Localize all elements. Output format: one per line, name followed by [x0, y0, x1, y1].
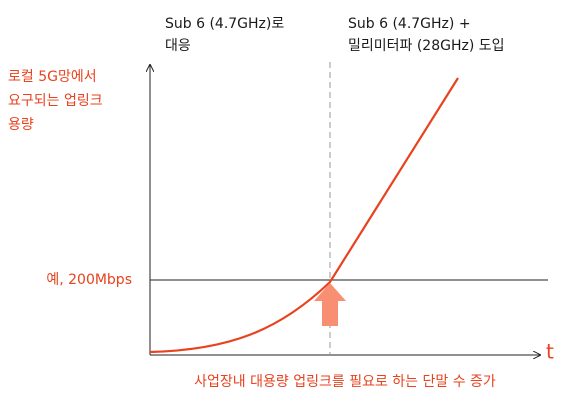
x-axis-symbol: t: [546, 340, 554, 364]
annotation-left: 대응: [165, 38, 191, 54]
y-axis-label: 요구되는 업링크: [8, 93, 103, 109]
annotation-right: Sub 6 (4.7GHz) +: [348, 16, 471, 32]
y-axis-label: 로컬 5G망에서: [8, 69, 97, 85]
y-axis-label: 용량: [8, 117, 34, 133]
annotation-right: 밀리미터파 (28GHz) 도입: [348, 38, 505, 54]
x-axis-label: 사업장내 대용량 업링크를 필요로 하는 단말 수 증가: [194, 374, 496, 390]
annotation-left: Sub 6 (4.7GHz)로: [165, 16, 284, 32]
up-arrow: [314, 283, 346, 326]
demand-curve: [149, 77, 459, 354]
threshold-label: 예, 200Mbps: [46, 272, 132, 288]
